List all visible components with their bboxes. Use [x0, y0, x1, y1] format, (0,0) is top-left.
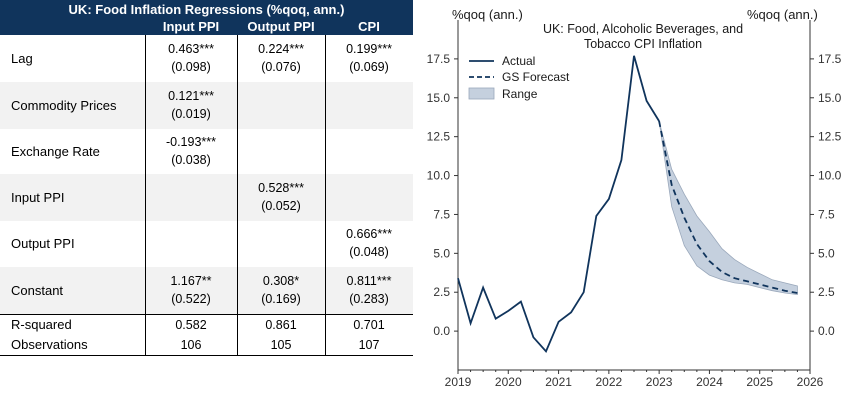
x-tick-label: 2021 — [545, 375, 572, 389]
row-label: Output PPI — [11, 236, 75, 251]
table-row: Input PPI 0.528*** (0.052) — [0, 174, 413, 221]
column-divider — [237, 35, 238, 355]
legend-label-range: Range — [502, 87, 538, 101]
x-tick-label: 2026 — [797, 375, 824, 389]
standard-error-value: (0.019) — [171, 107, 211, 121]
standard-error-value: (0.052) — [261, 199, 301, 213]
standard-error-value: (0.098) — [171, 60, 211, 74]
table-row: Lag 0.463*** (0.098) 0.224*** (0.076) 0.199**… — [0, 35, 413, 82]
stat-value: 105 — [270, 338, 292, 352]
y-tick-label-right: 7.5 — [818, 207, 835, 221]
cpi-inflation-chart: UK: Food, Alcoholic Beverages, and Tobac… — [414, 0, 867, 408]
table-row: Output PPI 0.666*** (0.048) — [0, 220, 413, 267]
chart-legend: Actual GS Forecast Range — [468, 54, 570, 101]
y-tick-label-right: 17.5 — [818, 52, 842, 66]
y-tick-label-right: 12.5 — [818, 130, 842, 144]
col-header-output-ppi: Output PPI — [237, 19, 325, 35]
coefficient-value: 0.121*** — [168, 89, 214, 103]
y-tick-label-right: 0.0 — [818, 324, 835, 338]
right-axis-label: %qoq (ann.) — [747, 7, 818, 22]
row-label: Exchange Rate — [11, 144, 100, 159]
chart-svg: UK: Food, Alcoholic Beverages, and Tobac… — [427, 7, 842, 389]
legend-label-gs-forecast: GS Forecast — [502, 70, 570, 84]
stat-value: 0.861 — [265, 318, 297, 332]
legend-label-actual: Actual — [502, 54, 535, 68]
legend-range-swatch — [468, 87, 495, 100]
row-divider — [0, 355, 413, 356]
y-tick-label-right: 15.0 — [818, 91, 842, 105]
coefficient-value: 0.199*** — [346, 42, 392, 56]
coefficient-value: 0.308* — [262, 274, 300, 288]
column-divider — [145, 35, 146, 355]
y-tick-label-left: 12.5 — [427, 130, 451, 144]
stat-value: 0.701 — [353, 318, 385, 332]
standard-error-value: (0.048) — [349, 245, 389, 259]
col-header-cpi: CPI — [325, 19, 413, 35]
coefficient-value: 0.666*** — [346, 227, 392, 241]
forecast-series-line — [658, 120, 798, 294]
coefficient-value: 0.528*** — [258, 181, 304, 195]
stat-label: R-squared — [11, 317, 72, 332]
y-tick-label-left: 5.0 — [433, 246, 450, 260]
column-divider — [325, 35, 326, 355]
y-tick-label-left: 2.5 — [433, 285, 450, 299]
header-blank — [0, 19, 145, 35]
coefficient-value: 0.463*** — [168, 42, 214, 56]
y-tick-label-right: 2.5 — [818, 285, 835, 299]
standard-error-value: (0.038) — [171, 153, 211, 167]
y-tick-label-left: 0.0 — [433, 324, 450, 338]
left-axis-label: %qoq (ann.) — [452, 7, 523, 22]
chart-axes: 0.0 0.0 2.5 2.5 5.0 5.0 7.5 7.5 10.0 10.0 12.5 12.5… — [427, 20, 842, 389]
x-tick-label: 2022 — [596, 375, 623, 389]
coefficient-value: 1.167** — [170, 274, 212, 288]
row-label: Commodity Prices — [11, 98, 117, 113]
y-tick-label-left: 17.5 — [427, 52, 451, 66]
x-tick-label: 2019 — [445, 375, 472, 389]
x-tick-label: 2024 — [696, 375, 723, 389]
standard-error-value: (0.169) — [261, 292, 301, 306]
y-tick-label-left: 10.0 — [427, 169, 451, 183]
table-row: Constant 1.167** (0.522) 0.308* (0.169) 0.811… — [0, 267, 413, 314]
y-tick-label-left: 7.5 — [433, 207, 450, 221]
stat-value: 106 — [180, 338, 202, 352]
standard-error-value: (0.522) — [171, 292, 211, 306]
row-label: Lag — [11, 51, 33, 66]
col-header-input-ppi: Input PPI — [145, 19, 237, 35]
y-tick-label-left: 15.0 — [427, 91, 451, 105]
actual-series-line — [457, 55, 660, 353]
standard-error-value: (0.069) — [349, 60, 389, 74]
stat-value: 107 — [358, 338, 380, 352]
chart-plot-area — [457, 55, 798, 353]
table-row: Commodity Prices 0.121*** (0.019) — [0, 82, 413, 129]
range-band — [658, 120, 798, 296]
chart-title-line-2: Tobacco CPI Inflation — [584, 37, 702, 51]
table-title: UK: Food Inflation Regressions (%qoq, an… — [0, 0, 413, 19]
row-divider — [0, 314, 413, 315]
stat-value: 0.582 — [175, 318, 207, 332]
chart-title-line-1: UK: Food, Alcoholic Beverages, and — [543, 22, 743, 36]
standard-error-value: (0.076) — [261, 60, 301, 74]
coefficient-value: -0.193*** — [165, 135, 217, 149]
x-tick-label: 2020 — [495, 375, 522, 389]
x-tick-label: 2023 — [646, 375, 673, 389]
row-label: Input PPI — [11, 190, 65, 205]
coefficient-value: 0.224*** — [258, 42, 304, 56]
standard-error-value: (0.283) — [349, 292, 389, 306]
stat-label: Observations — [11, 337, 88, 352]
coefficient-value: 0.811*** — [346, 274, 392, 288]
x-tick-label: 2025 — [746, 375, 773, 389]
row-label: Constant — [11, 283, 64, 298]
y-tick-label-right: 10.0 — [818, 169, 842, 183]
y-tick-label-right: 5.0 — [818, 246, 835, 260]
table-row: Exchange Rate -0.193*** (0.038) — [0, 128, 413, 175]
